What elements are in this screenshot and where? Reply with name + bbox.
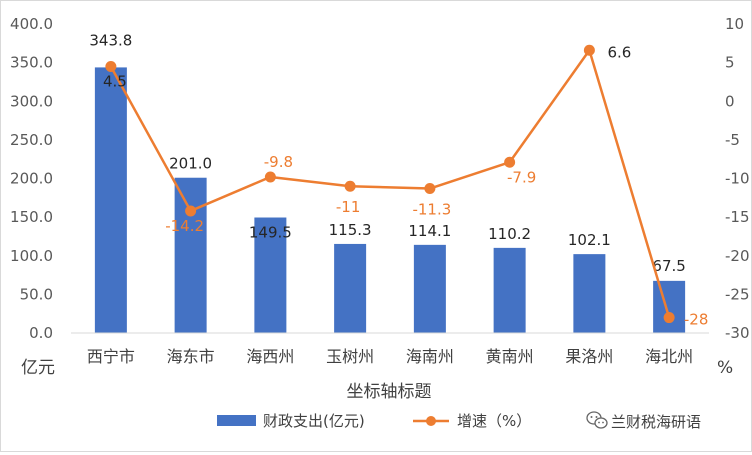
line-point — [583, 44, 595, 56]
line-point — [424, 183, 436, 195]
watermark-text: 兰财税海研语 — [611, 413, 701, 431]
x-axis-title: 坐标轴标题 — [347, 382, 432, 402]
wechat-icon — [586, 411, 608, 429]
bar-data-label: 67.5 — [652, 257, 685, 275]
left-tick-label: 100.0 — [10, 247, 53, 265]
bar — [573, 254, 606, 333]
legend-bar-label: 财政支出(亿元) — [263, 412, 365, 430]
line-data-label: -28 — [684, 311, 709, 329]
left-axis-unit: 亿元 — [21, 358, 55, 378]
x-axis: 西宁市 海东市 海西州 玉树州 海南州 黄南州 果洛州 海北州 — [71, 332, 709, 366]
bar-data-label: 149.5 — [249, 224, 292, 242]
line-data-label: -7.9 — [507, 168, 536, 186]
line-point — [105, 60, 117, 72]
legend-line-label: 增速（%） — [457, 412, 531, 430]
right-tick-label: -25 — [725, 285, 750, 303]
bar — [174, 177, 207, 333]
line-data-label: -11 — [336, 198, 361, 216]
line-point — [344, 180, 356, 192]
bar-data-label: 102.1 — [568, 231, 611, 249]
line-data-label: -9.8 — [264, 153, 293, 171]
left-tick-label: 50.0 — [20, 285, 53, 303]
category-label: 海北州 — [645, 347, 693, 366]
left-tick-label: 200.0 — [10, 170, 53, 188]
bar-data-labels: 343.8 201.0 149.5 115.3 114.1 110.2 102.1 67.5 — [89, 31, 685, 274]
bar — [493, 247, 526, 333]
bar-data-label: 115.3 — [329, 221, 372, 239]
bar — [94, 67, 127, 334]
category-label: 果洛州 — [565, 347, 613, 366]
watermark: 兰财税海研语 — [586, 411, 701, 431]
bar — [413, 244, 446, 333]
left-tick-label: 300.0 — [10, 92, 53, 110]
line-data-label: -11.3 — [412, 201, 451, 219]
right-tick-label: 5 — [725, 54, 735, 72]
right-tick-label: -30 — [725, 324, 750, 342]
legend-bar-swatch — [217, 415, 256, 426]
left-tick-label: 400.0 — [10, 15, 53, 33]
bar — [653, 280, 686, 333]
line-series — [105, 44, 675, 324]
line-point — [504, 156, 516, 168]
line-data-label: 6.6 — [607, 43, 631, 61]
left-tick-label: 250.0 — [10, 131, 53, 149]
right-tick-label: 10 — [725, 15, 744, 33]
series-line — [109, 49, 671, 318]
bar — [334, 243, 367, 333]
category-label: 西宁市 — [87, 347, 135, 366]
bar-data-label: 343.8 — [89, 31, 132, 49]
category-label: 海西州 — [246, 347, 294, 366]
right-axis-unit: % — [717, 358, 733, 378]
category-label: 海东市 — [167, 347, 215, 366]
bar — [254, 217, 287, 333]
category-label: 海南州 — [406, 347, 454, 366]
right-tick-label: -15 — [725, 208, 750, 226]
right-tick-label: -5 — [725, 131, 740, 149]
category-label: 黄南州 — [486, 347, 534, 366]
left-y-axis: 0.0 50.0 100.0 150.0 200.0 250.0 300.0 350.0 400… — [10, 15, 53, 342]
line-data-label: 4.5 — [103, 72, 127, 90]
bar-data-label: 201.0 — [169, 155, 212, 173]
left-tick-label: 150.0 — [10, 208, 53, 226]
bar-series — [94, 67, 686, 334]
left-tick-label: 0.0 — [29, 324, 53, 342]
legend: 财政支出(亿元) 增速（%） — [217, 412, 531, 430]
left-tick-label: 350.0 — [10, 54, 53, 72]
right-tick-label: -20 — [725, 247, 750, 265]
line-point — [663, 312, 675, 324]
right-tick-label: -10 — [725, 170, 750, 188]
right-tick-label: 0 — [725, 92, 735, 110]
line-data-labels: 4.5 -14.2 -9.8 -11 -11.3 -7.9 6.6 -28 — [103, 43, 708, 328]
line-data-label: -14.2 — [165, 217, 204, 235]
bar-data-label: 114.1 — [408, 222, 451, 240]
bar-data-label: 110.2 — [488, 225, 531, 243]
category-label: 玉树州 — [326, 347, 374, 366]
right-y-axis: -30 -25 -20 -15 -10 -5 0 5 10 — [725, 15, 750, 342]
line-point — [185, 205, 197, 217]
line-point — [264, 171, 276, 183]
legend-line-marker — [426, 416, 436, 426]
